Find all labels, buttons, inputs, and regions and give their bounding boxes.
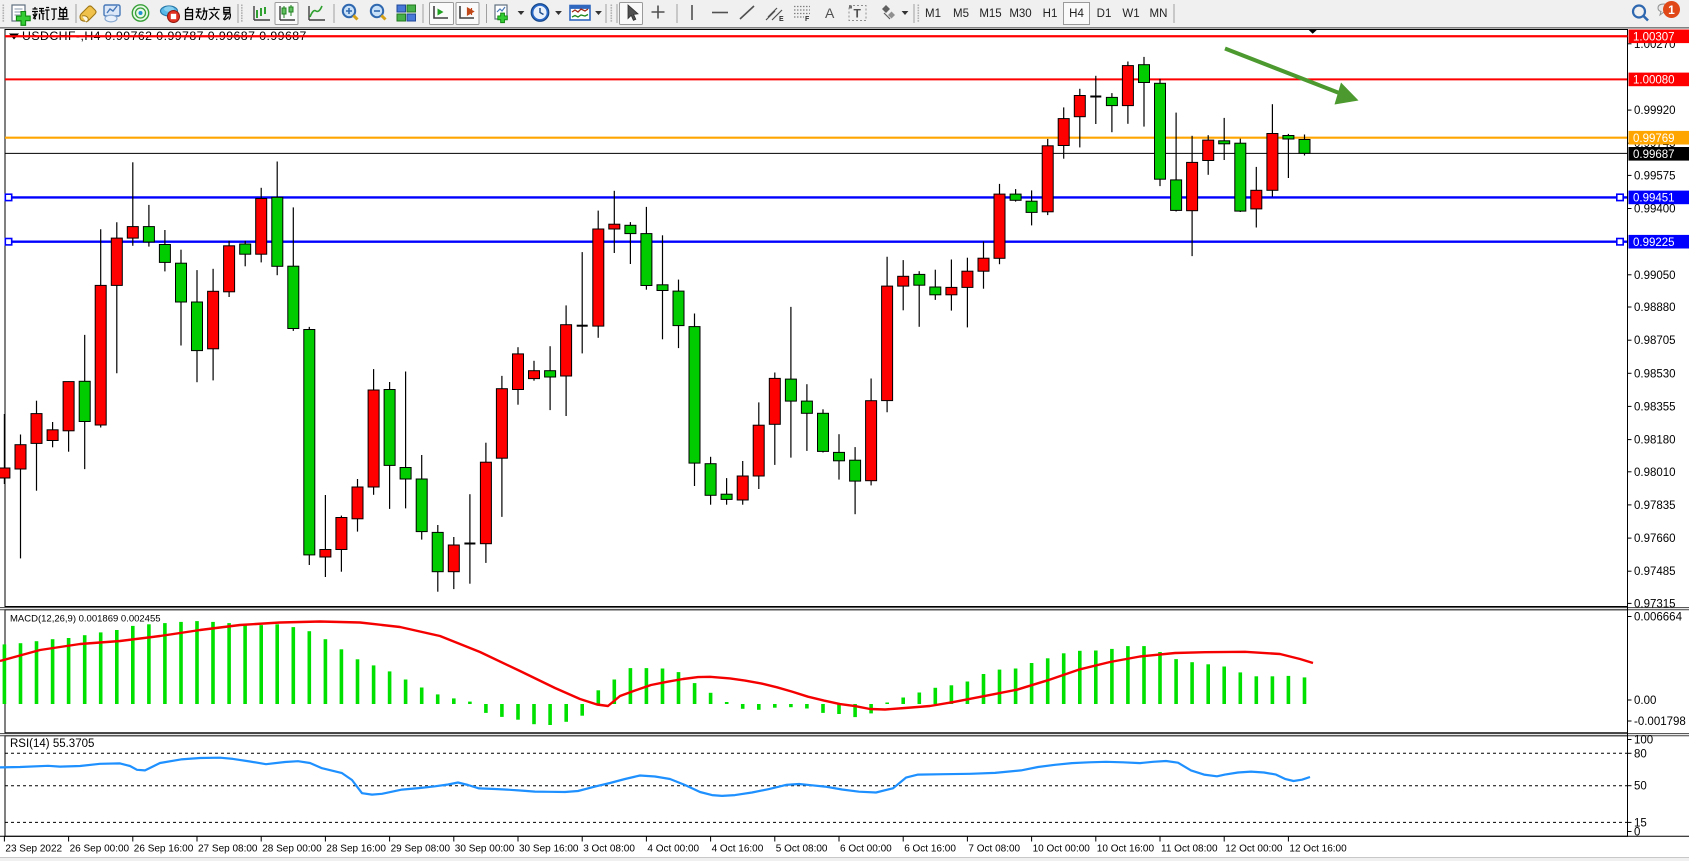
svg-text:0.99575: 0.99575 (1634, 170, 1676, 182)
svg-text:0.99050: 0.99050 (1634, 270, 1676, 282)
svg-text:6 Oct 00:00: 6 Oct 00:00 (840, 844, 892, 855)
svg-text:0.98180: 0.98180 (1634, 435, 1676, 447)
svg-text:11 Oct 08:00: 11 Oct 08:00 (1161, 844, 1218, 855)
svg-text:T: T (854, 7, 862, 21)
svg-text:0.97485: 0.97485 (1634, 566, 1676, 578)
svg-text:E: E (779, 16, 784, 23)
svg-text:0.99400: 0.99400 (1634, 204, 1676, 216)
svg-text:29 Sep 08:00: 29 Sep 08:00 (391, 844, 451, 855)
svg-text:A: A (825, 5, 835, 21)
svg-text:M1: M1 (925, 8, 941, 20)
svg-text:RSI(14) 55.3705: RSI(14) 55.3705 (10, 738, 94, 750)
svg-text:30 Sep 16:00: 30 Sep 16:00 (519, 844, 579, 855)
svg-text:4 Oct 16:00: 4 Oct 16:00 (712, 844, 764, 855)
svg-text:0.99451: 0.99451 (1633, 193, 1675, 205)
svg-text:12 Oct 16:00: 12 Oct 16:00 (1289, 844, 1347, 855)
svg-text:0.97315: 0.97315 (1634, 598, 1676, 610)
svg-text:1: 1 (1668, 3, 1675, 17)
svg-text:3 Oct 08:00: 3 Oct 08:00 (583, 844, 635, 855)
svg-text:MN: MN (1150, 8, 1168, 20)
svg-text:F: F (805, 16, 810, 23)
svg-text:80: 80 (1634, 748, 1647, 760)
svg-text:0: 0 (1634, 827, 1640, 839)
svg-text:0.006664: 0.006664 (1634, 612, 1683, 624)
svg-text:0.97835: 0.97835 (1634, 500, 1676, 512)
svg-text:0.99687: 0.99687 (1633, 149, 1675, 161)
svg-text:12 Oct 00:00: 12 Oct 00:00 (1225, 844, 1283, 855)
svg-text:H1: H1 (1043, 8, 1058, 20)
svg-text:5 Oct 08:00: 5 Oct 08:00 (776, 844, 828, 855)
svg-text:100: 100 (1634, 735, 1653, 747)
svg-text:-0.001798: -0.001798 (1634, 716, 1686, 728)
svg-text:0.00: 0.00 (1634, 695, 1656, 707)
svg-text:1.00080: 1.00080 (1633, 75, 1675, 87)
svg-text:6 Oct 16:00: 6 Oct 16:00 (904, 844, 956, 855)
svg-text:28 Sep 16:00: 28 Sep 16:00 (326, 844, 386, 855)
svg-text:H4: H4 (1069, 8, 1084, 20)
svg-text:0.98880: 0.98880 (1634, 302, 1676, 314)
svg-text:27 Sep 08:00: 27 Sep 08:00 (198, 844, 258, 855)
svg-text:10 Oct 00:00: 10 Oct 00:00 (1033, 844, 1091, 855)
svg-text:M15: M15 (979, 8, 1001, 20)
svg-text:D1: D1 (1097, 8, 1112, 20)
svg-text:0.99225: 0.99225 (1633, 237, 1675, 249)
svg-text:28 Sep 00:00: 28 Sep 00:00 (262, 844, 322, 855)
svg-text:0.99769: 0.99769 (1633, 133, 1675, 145)
svg-text:26 Sep 00:00: 26 Sep 00:00 (70, 844, 130, 855)
svg-text:MACD(12,26,9) 0.001869 0.00245: MACD(12,26,9) 0.001869 0.002455 (10, 614, 161, 625)
svg-text:26 Sep 16:00: 26 Sep 16:00 (134, 844, 194, 855)
svg-text:7 Oct 08:00: 7 Oct 08:00 (968, 844, 1020, 855)
svg-text:0.97660: 0.97660 (1634, 533, 1676, 545)
svg-text:23 Sep 2022: 23 Sep 2022 (5, 844, 62, 855)
svg-text:W1: W1 (1122, 8, 1139, 20)
svg-text:0.98010: 0.98010 (1634, 467, 1676, 479)
svg-text:50: 50 (1634, 781, 1647, 793)
svg-text:0.98530: 0.98530 (1634, 368, 1676, 380)
svg-text:30 Sep 00:00: 30 Sep 00:00 (455, 844, 515, 855)
svg-text:1.00307: 1.00307 (1633, 32, 1675, 44)
svg-text:M30: M30 (1009, 8, 1031, 20)
svg-text:0.98705: 0.98705 (1634, 335, 1676, 347)
svg-text:M5: M5 (953, 8, 969, 20)
svg-text:4 Oct 00:00: 4 Oct 00:00 (647, 844, 699, 855)
svg-text:15: 15 (1634, 817, 1647, 829)
svg-text:10 Oct 16:00: 10 Oct 16:00 (1097, 844, 1155, 855)
svg-text:0.99920: 0.99920 (1634, 105, 1676, 117)
svg-text:0.98355: 0.98355 (1634, 401, 1676, 413)
